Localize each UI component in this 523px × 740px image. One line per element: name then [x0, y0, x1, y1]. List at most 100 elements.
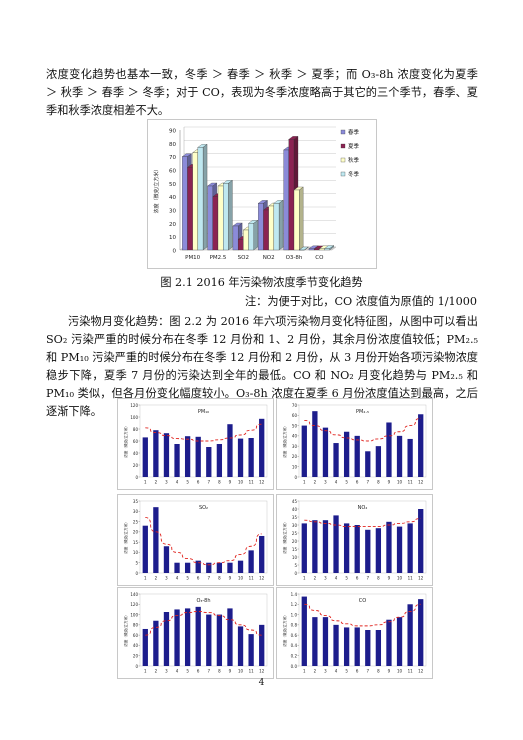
x-tick-label: 2 — [314, 669, 317, 674]
x-tick-label: PM10 — [185, 255, 201, 261]
bar-side — [202, 144, 208, 251]
x-tick-label: 11 — [408, 669, 414, 674]
bar — [263, 209, 269, 251]
plot-area — [298, 593, 427, 667]
bar — [259, 535, 265, 573]
bar — [375, 446, 382, 477]
bar — [163, 433, 170, 477]
y-tick-label: 50 — [169, 182, 176, 188]
x-tick-label: PM2.5 — [210, 255, 227, 261]
y-tick-label: 10 — [169, 235, 176, 241]
y-tick-label: 20 — [133, 530, 139, 535]
bar — [407, 604, 413, 666]
bar — [407, 523, 413, 573]
bar — [396, 435, 403, 477]
bar — [227, 608, 233, 666]
x-tick-label: 7 — [367, 576, 370, 581]
bar — [333, 624, 339, 666]
x-tick-label: 7 — [367, 480, 370, 485]
x-tick-label: 12 — [259, 576, 265, 581]
bar — [258, 203, 264, 251]
bar — [268, 205, 275, 251]
y-tick-label: 90 — [169, 129, 176, 135]
y-tick-label: 0 — [135, 664, 138, 669]
y-tick-label: 100 — [130, 612, 138, 617]
y-tick-label: 20 — [133, 654, 139, 659]
monthly-chart-pm10: 0 20 40 60 80 100 120 浓度（微克/立方米） PM₁₀ 1 2 3 4 5 6 7 8 9 10… — [117, 398, 274, 490]
x-tick-label: 4 — [176, 669, 179, 674]
bar — [163, 546, 170, 573]
x-tick-label: O3-8h — [286, 255, 303, 261]
bar — [312, 411, 318, 477]
x-tick-label: 4 — [335, 576, 338, 581]
bar — [259, 418, 265, 477]
bar — [216, 614, 223, 666]
x-tick-label: 8 — [218, 669, 221, 674]
body-paragraph-2: 污染物月变化趋势：图 2.2 为 2016 年六项污染物月变化特征图，从图中可以… — [46, 315, 478, 418]
x-tick-label: 6 — [356, 480, 359, 485]
monthly-chart-pm25: 0 10 20 30 40 50 60 70 浓度（微克/立方米） PM₂.₅ 1 2 3 4 5 6 7 8 9 1… — [276, 398, 433, 490]
legend-label: 冬季 — [348, 170, 360, 178]
legend-swatch — [340, 129, 346, 135]
bar — [333, 443, 339, 477]
seasonal-chart-svg: 0 10 20 30 40 50 60 70 80 90 浓度（微克/立方米） PM10 PM2.5 SO… — [153, 126, 360, 261]
monthly-chart-o3: 0 20 40 60 80 100 120 140 浓度（微克/立方米） O₃-8h 1 2 3 4 5 6 7… — [117, 587, 274, 679]
bar — [142, 437, 148, 477]
x-tick-label: 5 — [345, 576, 348, 581]
x-tick-label: 3 — [324, 669, 327, 674]
bar — [375, 528, 382, 573]
y-tick-label: 100 — [130, 415, 138, 420]
x-tick-label: 5 — [186, 669, 189, 674]
bar — [217, 185, 224, 251]
bar — [216, 562, 223, 573]
x-tick-label: 8 — [377, 576, 380, 581]
bar — [182, 156, 188, 251]
y-tick-label: 10 — [292, 465, 298, 470]
trend-line — [145, 423, 262, 442]
y-tick-label: 0 — [135, 475, 138, 480]
bar — [418, 599, 424, 666]
x-tick-label: 9 — [229, 480, 232, 485]
y-tick-label: 15 — [292, 547, 298, 552]
y-tick-label: 20 — [292, 539, 298, 544]
y-tick-label: 5 — [135, 561, 138, 566]
bar — [184, 436, 191, 477]
bar — [418, 509, 424, 573]
x-tick-label: 11 — [249, 480, 255, 485]
x-tick-label: 10 — [238, 669, 244, 674]
y-tick-label: 1.0 — [291, 612, 298, 617]
y-tick-label: 50 — [292, 423, 298, 428]
bar — [153, 430, 159, 477]
x-tick-label: 9 — [229, 669, 232, 674]
bar — [142, 628, 148, 666]
x-tick-label: 9 — [229, 576, 232, 581]
bar — [365, 529, 371, 573]
bar — [288, 139, 295, 251]
bar — [322, 520, 329, 573]
bar — [153, 620, 159, 666]
figure-caption: 图 2.1 2016 年污染物浓度季节变化趋势 — [160, 276, 363, 289]
bar — [312, 520, 318, 573]
x-tick-label: 3 — [165, 669, 168, 674]
y-tick-label: 1.2 — [291, 602, 298, 607]
x-tick-label: 6 — [197, 669, 200, 674]
y-axis-label: 浓度（微克/立方米） — [123, 424, 128, 458]
bar — [195, 560, 201, 573]
body-paragraph-1: 浓度变化趋势也基本一致，冬季 ＞ 春季 ＞ 秋季 ＞ 夏季；而 O₃-8h 浓度… — [46, 68, 478, 117]
y-tick-label: 80 — [133, 427, 139, 432]
x-tick-label: 11 — [408, 576, 414, 581]
x-tick-label: 2 — [314, 576, 317, 581]
y-tick-label: 0 — [294, 475, 297, 480]
x-tick-label: 6 — [197, 576, 200, 581]
y-axis-label: 浓度（微克/立方米） — [123, 520, 128, 554]
y-tick-label: 40 — [169, 195, 176, 201]
bar — [163, 612, 170, 666]
x-tick-label: 5 — [345, 669, 348, 674]
bar — [197, 147, 204, 251]
bar — [354, 435, 360, 477]
bar — [301, 425, 307, 477]
figure-note: 注：为便于对比，CO 浓度值为原值的 1/1000 — [244, 295, 477, 308]
bar — [301, 523, 307, 573]
x-tick-label: 8 — [377, 480, 380, 485]
trend-line — [145, 611, 262, 636]
